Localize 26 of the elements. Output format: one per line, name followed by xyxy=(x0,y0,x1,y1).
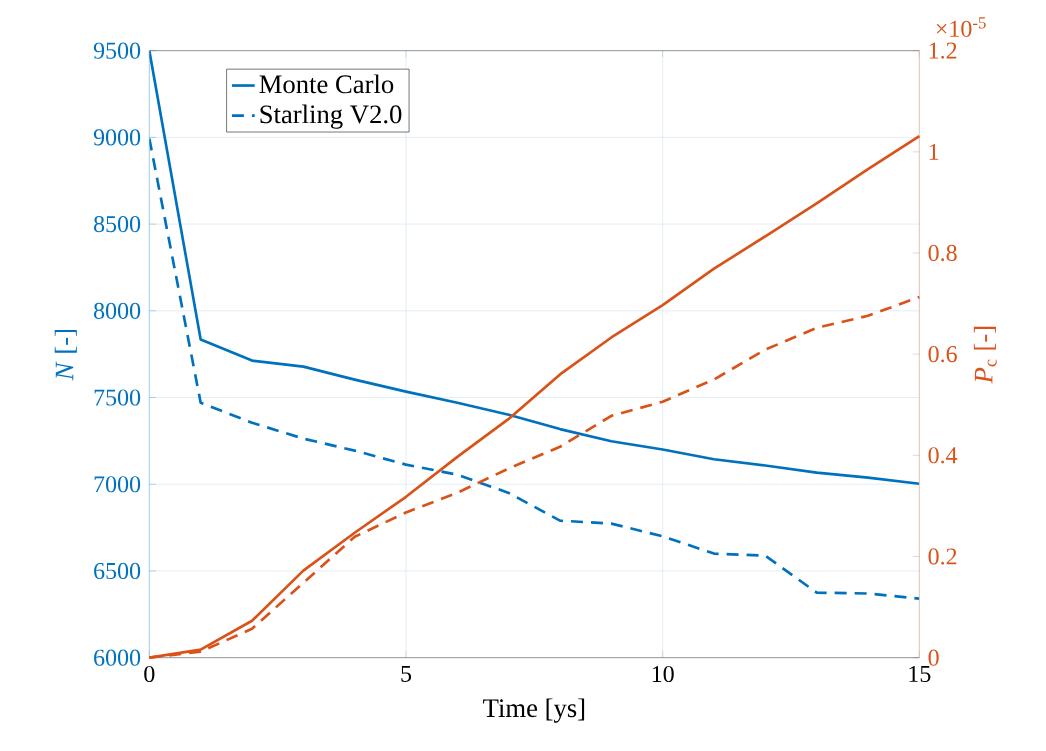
y-tick-label: 8000 xyxy=(93,302,141,319)
legend-label: Starling V2.0 xyxy=(260,104,402,129)
x-tick-label: 0 xyxy=(144,665,155,683)
y2-tick-label: 0.4 xyxy=(928,447,958,464)
y-tick-label: 9000 xyxy=(93,129,141,146)
y-tick-label: 6000 xyxy=(94,649,141,666)
x-tick-label: 5 xyxy=(401,665,412,682)
y-tick-label: 6500 xyxy=(94,562,141,580)
y-tick-label: 7000 xyxy=(94,476,141,493)
x-axis-title: Time [ys] xyxy=(483,698,585,723)
text: ×10$^{-5}$ xyxy=(936,17,986,37)
y2-tick-label: 0 xyxy=(928,649,939,666)
y-tick-label: 9500 xyxy=(93,42,141,59)
y-tick-label: 7500 xyxy=(94,389,141,406)
y2-tick-label: 0.2 xyxy=(928,548,957,565)
y-tick-label: 8500 xyxy=(93,216,141,233)
y2-axis-title: P$_{c}$ [-] xyxy=(973,326,997,384)
y2-tick-label: 1 xyxy=(929,143,939,160)
y2-tick-label: 1.2 xyxy=(929,42,957,59)
line-series xyxy=(149,50,920,486)
y2-tick-label: 0.8 xyxy=(928,244,957,262)
y-axis-title: N [-] xyxy=(54,329,77,381)
y2-tick-label: 0.6 xyxy=(928,346,957,363)
legend-label: Monte Carlo xyxy=(259,74,394,94)
x-tick-label: 10 xyxy=(652,665,674,683)
x-tick-label: 15 xyxy=(909,665,931,683)
